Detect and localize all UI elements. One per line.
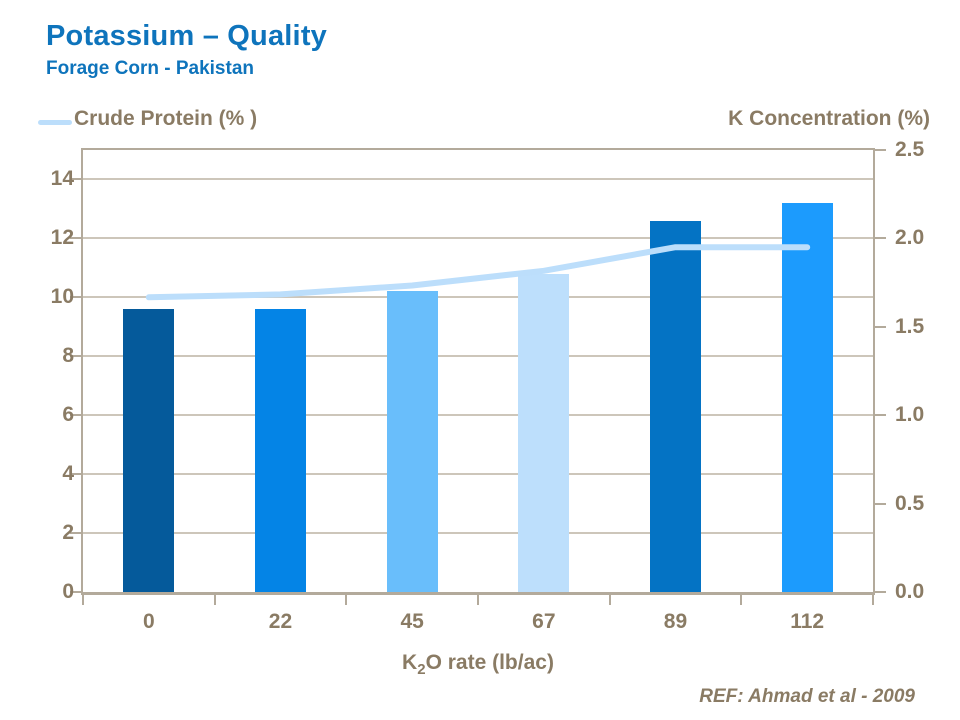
bar-k-concentration-22	[255, 309, 306, 592]
right-axis-tick-label: 0.5	[895, 491, 925, 515]
page-subtitle: Forage Corn - Pakistan	[46, 58, 254, 79]
legend-label-crude-protein: Crude Protein (% )	[74, 107, 258, 130]
bar-k-concentration-67	[518, 273, 570, 592]
gridline	[83, 178, 873, 181]
x-axis-tick	[213, 593, 216, 605]
x-axis-category-label: 22	[268, 610, 293, 633]
x-axis-tick	[345, 593, 348, 605]
left-axis-tick	[70, 237, 83, 240]
x-axis-category-label: 0	[142, 610, 155, 633]
gridline	[83, 414, 873, 417]
x-axis-category-label: 45	[400, 610, 424, 633]
left-axis-tick	[70, 532, 83, 535]
right-axis-tick	[873, 325, 886, 328]
right-axis-tick	[873, 237, 886, 240]
gridline	[83, 355, 873, 358]
gridline	[83, 532, 873, 535]
right-axis-tick-label: 0.0	[895, 580, 925, 603]
left-axis-tick-label: 12	[50, 226, 74, 250]
x-axis-title-subscript: 2	[417, 661, 426, 679]
gridline	[83, 296, 873, 299]
x-axis-tick	[872, 593, 874, 605]
right-axis-tick	[873, 414, 886, 417]
right-axis-tick	[873, 591, 886, 593]
left-axis-tick	[70, 591, 83, 593]
x-axis-category-label: 67	[532, 610, 556, 633]
right-axis-tick-label: 2.5	[895, 138, 925, 161]
right-axis-tick-label: 1.5	[895, 314, 925, 338]
x-axis-tick	[608, 593, 611, 605]
x-axis-title-suffix: O rate (lb/ac)	[425, 651, 554, 674]
left-axis-tick	[70, 473, 83, 476]
left-axis-tick	[70, 355, 83, 358]
x-axis-category-label: 89	[663, 610, 688, 633]
x-axis-category-label: 112	[790, 610, 825, 633]
gridline	[83, 237, 873, 240]
left-axis-tick-label: 0	[62, 580, 74, 603]
left-axis-tick	[70, 178, 83, 181]
right-axis-tick	[873, 502, 886, 505]
plot-area	[83, 150, 873, 592]
bar-k-concentration-89	[650, 220, 701, 592]
bar-k-concentration-112	[781, 203, 833, 592]
x-axis-title-prefix: K	[402, 651, 418, 674]
x-axis-tick	[477, 593, 479, 605]
page-title: Potassium – Quality	[46, 20, 327, 52]
left-axis-tick-label: 4	[62, 462, 74, 486]
right-axis-tick-label: 1.0	[895, 403, 925, 427]
x-axis-tick	[740, 593, 743, 605]
x-axis-title: K2O rate (lb/ac)	[83, 651, 873, 678]
right-axis-title: K Concentration (%)	[728, 107, 930, 130]
left-axis-tick	[70, 414, 83, 417]
bar-k-concentration-45	[386, 291, 438, 592]
left-axis-tick-label: 14	[50, 167, 74, 191]
left-axis-tick-label: 10	[50, 285, 74, 309]
x-axis-tick	[82, 593, 84, 605]
reference-note: REF: Ahmad et al - 2009	[699, 686, 915, 707]
right-axis-tick-label: 2.0	[895, 226, 925, 250]
crude-protein-line	[145, 244, 811, 301]
left-axis-tick-label: 6	[62, 403, 74, 427]
right-axis-tick	[873, 149, 886, 151]
left-axis-tick	[70, 296, 83, 299]
bar-k-concentration-0	[123, 309, 175, 592]
gridline	[83, 473, 873, 476]
left-axis-tick-label: 8	[62, 344, 74, 368]
crude-protein-line-swatch-icon	[38, 120, 72, 125]
left-axis-tick-label: 2	[62, 521, 74, 545]
